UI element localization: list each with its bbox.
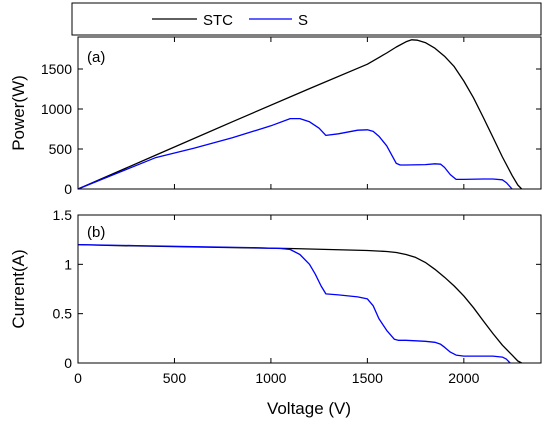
current-x-tick-label: 1000 [255,370,286,386]
current-y-axis-label: Current(A) [9,249,28,328]
power-curves [77,39,523,190]
power-y-axis-label: Power(W) [9,75,28,151]
power-y-tick-label: 1500 [41,61,72,77]
power-y-tick-label: 0 [64,181,72,197]
current-x-tick-label: 0 [74,370,82,386]
current-ticks: 0 500 1000 1500 2000 0 0.5 1 1.5 [53,207,541,386]
current-x-tick-label: 500 [163,370,187,386]
current-x-tick-label: 2000 [448,370,479,386]
current-y-tick-label: 1.5 [53,207,73,223]
power-ticks: 0 500 1000 1500 [41,37,541,197]
power-plot-frame [77,36,542,190]
power-series-s-line [77,117,513,190]
current-curves [77,243,522,364]
x-axis-label: Voltage (V) [267,399,351,418]
current-y-tick-label: 0.5 [53,306,73,322]
current-plot-area [78,215,541,363]
power-y-tick-label: 500 [49,141,73,157]
current-x-tick-label: 1500 [352,370,383,386]
current-panel-label: (b) [87,224,105,241]
power-chart-panel: 0 500 1000 1500 (a) Power(W) [9,36,542,197]
current-y-tick-label: 0 [64,355,72,371]
legend-label-stc: STC [203,12,233,29]
power-y-tick-label: 1000 [41,101,72,117]
legend-box [71,2,542,36]
legend-label-s: S [298,12,308,29]
current-y-tick-label: 1 [64,256,72,272]
legend: STC S [71,2,542,36]
current-plot-frame [77,214,542,364]
power-plot-area [78,37,541,189]
current-series-s-line [77,243,511,364]
power-panel-label: (a) [87,49,105,66]
power-series-stc-line [77,39,523,190]
